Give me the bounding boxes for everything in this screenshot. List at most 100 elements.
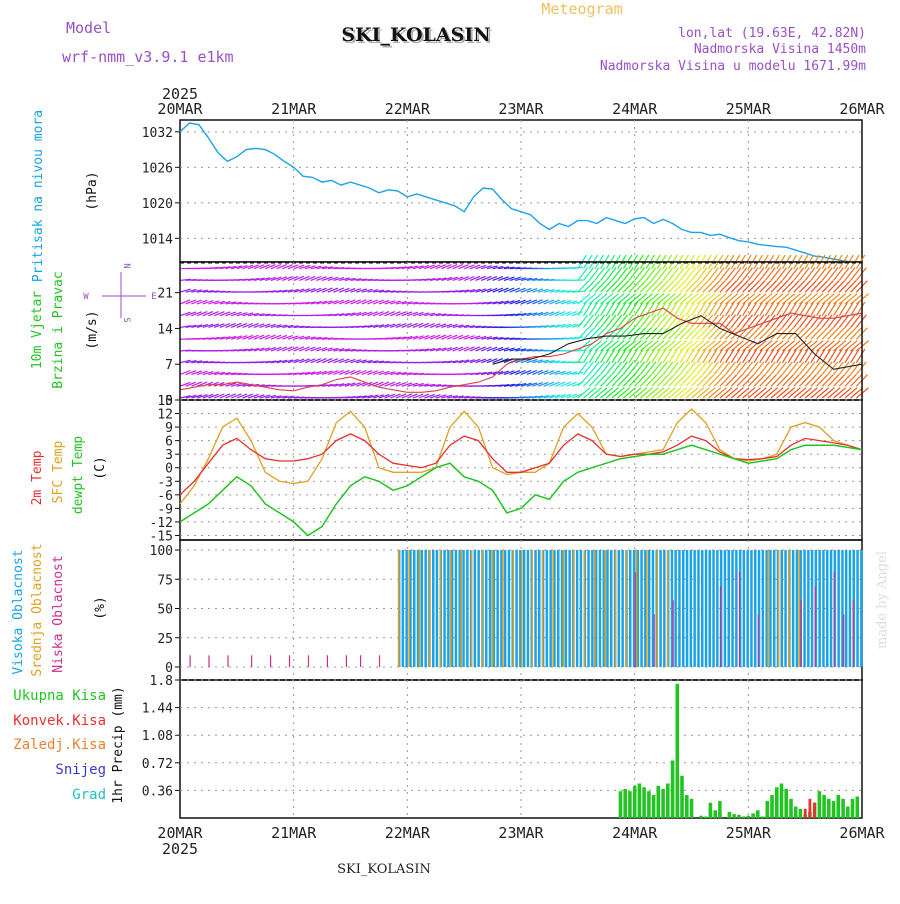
precip-total-bar bbox=[623, 789, 627, 818]
bottom-date-label: 22MAR bbox=[385, 824, 431, 842]
cloud-high-bar bbox=[735, 550, 738, 667]
cloud-high-bar bbox=[447, 550, 450, 667]
cloud-high-bar bbox=[587, 550, 590, 667]
cloud-tick-label: 50 bbox=[157, 603, 173, 618]
cloud-high-bar bbox=[693, 550, 696, 667]
cloud-high-bar bbox=[837, 550, 840, 667]
pressure-tick-label: 1020 bbox=[142, 197, 173, 212]
cloud-mid-bar bbox=[419, 550, 421, 667]
model-name: wrf-nmm_v3.9.1 e1km bbox=[62, 48, 234, 66]
cloud-mid-bar bbox=[471, 550, 473, 667]
precip-total-bar bbox=[766, 801, 770, 818]
precip-legend-grad: Grad bbox=[72, 787, 106, 803]
cloud-high-bar bbox=[432, 550, 435, 667]
cloud-mid-bar bbox=[584, 550, 586, 667]
cloud-high-bar bbox=[515, 550, 518, 667]
cloud-high-bar bbox=[538, 550, 541, 667]
pressure-unit: (hPa) bbox=[85, 171, 100, 210]
cloud-low-bar bbox=[654, 614, 655, 667]
cloud-high-bar bbox=[773, 550, 776, 667]
cloud-high-bar bbox=[599, 550, 602, 667]
precip-total-bar bbox=[666, 784, 670, 819]
temp-tick-label: -12 bbox=[150, 516, 173, 531]
cloud-high-bar bbox=[663, 550, 666, 667]
precip-total-bar bbox=[657, 786, 661, 818]
temp-tick-label: 15 bbox=[157, 394, 173, 409]
page-title: SKI_KOLASIN bbox=[341, 24, 490, 46]
cloud-low-bar bbox=[308, 655, 309, 667]
pressure-tick-label: 1014 bbox=[142, 232, 173, 247]
cloud-tick-label: 75 bbox=[157, 573, 173, 588]
cloud-high-bar bbox=[546, 550, 549, 667]
cloud-mid-bar bbox=[552, 550, 554, 667]
cloud-high-bar bbox=[803, 550, 806, 667]
cloud-high-bar bbox=[474, 550, 477, 667]
pressure-title: Pritisak na nivou mora bbox=[31, 110, 46, 282]
cloud-mid-bar bbox=[521, 550, 523, 667]
temp-tick-label: -6 bbox=[157, 489, 173, 504]
cloud-high-bar bbox=[659, 550, 662, 667]
temp-title-2: SFC Temp bbox=[51, 441, 66, 504]
cloud-mid-bar bbox=[594, 550, 596, 667]
cloud-high-bar bbox=[682, 550, 685, 667]
cloud-high-bar bbox=[830, 550, 833, 667]
wind-title-1: 10m Vjetar bbox=[30, 291, 45, 369]
model-elevation-text: Nadmorska Visina u modelu 1671.99m bbox=[600, 59, 866, 74]
cloud-high-bar bbox=[610, 550, 613, 667]
temp-title-3: dewpt Temp bbox=[71, 436, 86, 514]
precip-total-bar bbox=[642, 787, 646, 818]
cloud-high-bar bbox=[489, 550, 492, 667]
cloud-mid-bar bbox=[615, 550, 617, 667]
temp-tick-label: 6 bbox=[165, 435, 173, 450]
precip-conv-bar bbox=[809, 799, 812, 818]
cloud-mid-bar bbox=[646, 550, 648, 667]
cloud-low-bar bbox=[800, 600, 801, 667]
footer-title: SKI_KOLASIN bbox=[337, 862, 431, 877]
cloud-high-bar bbox=[466, 550, 469, 667]
precip-legend-snow: Snijeg bbox=[55, 762, 106, 778]
cloud-high-bar bbox=[686, 550, 689, 667]
cloud-tick-label: 25 bbox=[157, 632, 173, 647]
precip-total-bar bbox=[638, 784, 642, 819]
precip-total-bar bbox=[827, 799, 831, 818]
cloud-mid-bar bbox=[502, 550, 504, 667]
cloud-mid-bar bbox=[667, 550, 669, 667]
cloud-high-bar bbox=[728, 550, 731, 667]
compass-e: E bbox=[151, 292, 156, 302]
cloud-high-bar bbox=[421, 550, 424, 667]
cloud-mid-bar bbox=[542, 550, 544, 667]
cloud-low-bar bbox=[346, 655, 347, 667]
cloud-high-bar bbox=[822, 550, 825, 667]
cloud-high-bar bbox=[504, 550, 507, 667]
precip-total-bar bbox=[775, 787, 779, 818]
cloud-low-bar bbox=[673, 600, 674, 667]
precip-total-bar bbox=[699, 816, 703, 818]
cloud-title-2: Srednja Oblacnost bbox=[30, 543, 45, 676]
cloud-mid-bar bbox=[799, 550, 801, 667]
cloud-high-bar bbox=[640, 550, 643, 667]
precip-total-bar bbox=[841, 799, 845, 818]
precip-total-bar bbox=[761, 817, 765, 819]
precip-legend-total: Ukupna Kisa bbox=[13, 688, 106, 704]
cloud-high-bar bbox=[402, 550, 405, 667]
wind-tick-label: 21 bbox=[157, 287, 173, 302]
precip-total-bar bbox=[742, 817, 746, 819]
precip-conv-bar bbox=[813, 803, 816, 818]
precip-total-bar bbox=[652, 795, 656, 818]
cloud-mid-bar bbox=[440, 550, 442, 667]
top-date-label: 25MAR bbox=[726, 100, 772, 118]
cloud-high-bar bbox=[849, 550, 852, 667]
cloud-unit: (%) bbox=[93, 596, 108, 619]
precip-ylabel: 1hr Precip (mm) bbox=[111, 686, 126, 803]
cloud-high-bar bbox=[565, 550, 568, 667]
cloud-low-bar bbox=[270, 655, 271, 667]
cloud-high-bar bbox=[527, 550, 530, 667]
cloud-mid-bar bbox=[573, 550, 575, 667]
wind-unit: (m/s) bbox=[85, 310, 100, 349]
cloud-mid-bar bbox=[398, 550, 400, 667]
top-date-label: 26MAR bbox=[839, 100, 885, 118]
precip-total-bar bbox=[832, 801, 836, 818]
temp-title-1: 2m Temp bbox=[30, 450, 45, 505]
